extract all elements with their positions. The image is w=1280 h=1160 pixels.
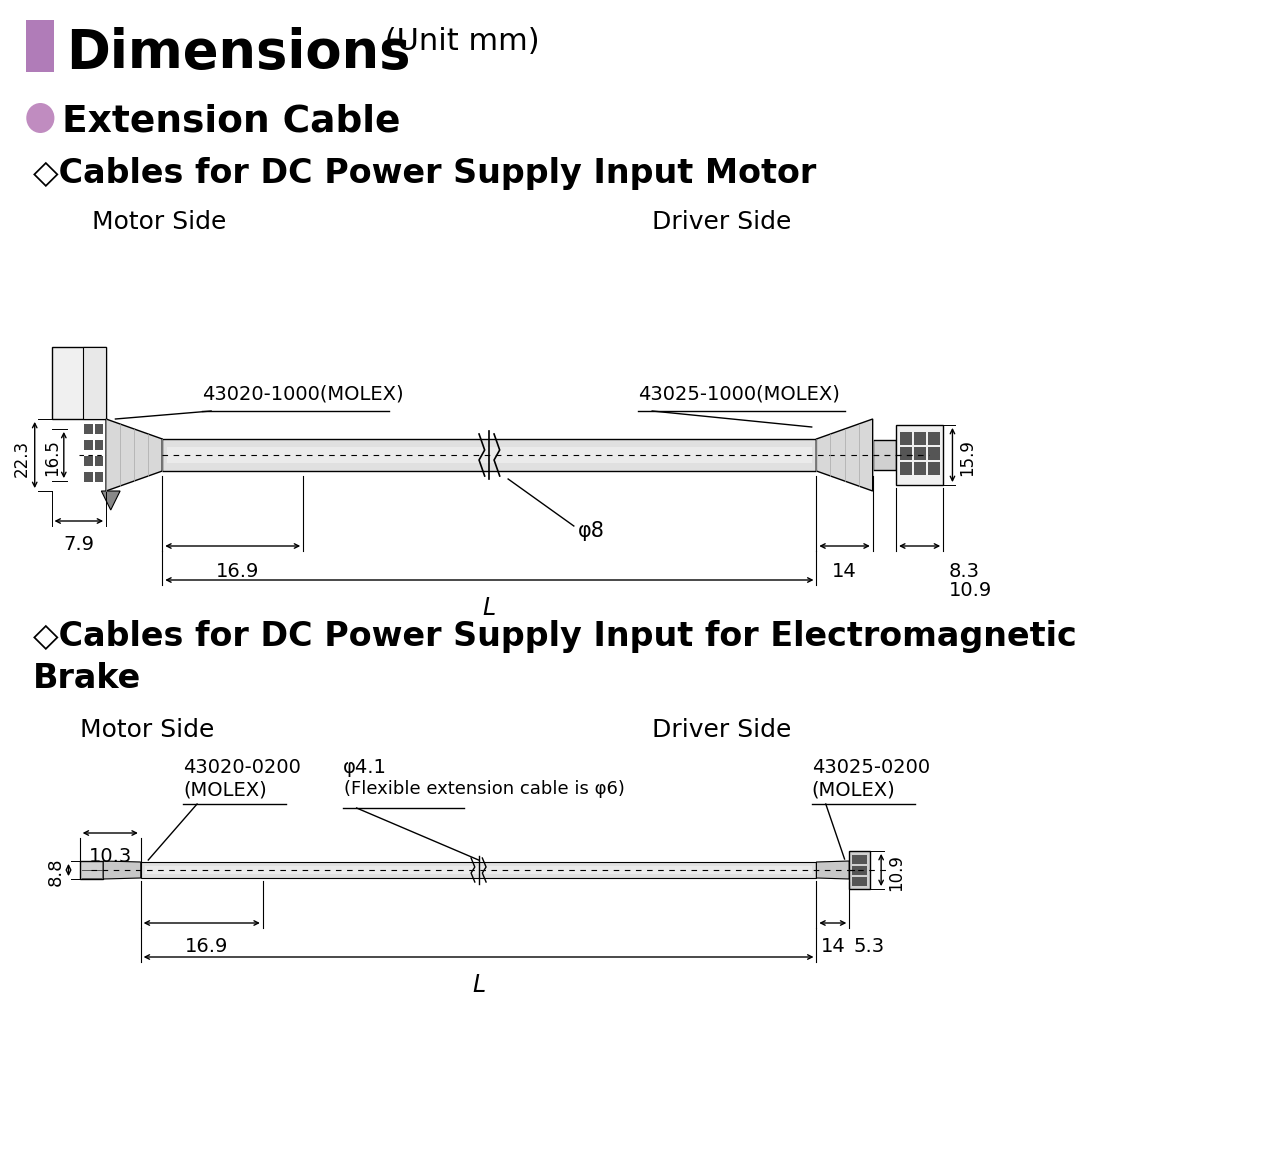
Text: 43020-1000(MOLEX): 43020-1000(MOLEX)	[202, 385, 403, 404]
Text: 7.9: 7.9	[63, 535, 95, 554]
Bar	[900, 462, 913, 474]
Bar	[141, 862, 817, 878]
Bar	[928, 462, 941, 474]
Bar	[914, 432, 927, 445]
Text: 10.9: 10.9	[948, 581, 992, 600]
Text: 16.5: 16.5	[44, 440, 61, 477]
Text: 43025-0200: 43025-0200	[812, 757, 929, 777]
Polygon shape	[101, 491, 120, 510]
Text: ◇Cables for DC Power Supply Input for Electromagnetic: ◇Cables for DC Power Supply Input for El…	[33, 619, 1076, 653]
Bar	[900, 432, 913, 445]
Bar	[873, 440, 896, 470]
Bar	[896, 425, 943, 485]
Text: 8.3: 8.3	[948, 561, 979, 581]
Text: φ8: φ8	[577, 521, 604, 541]
Ellipse shape	[27, 103, 55, 133]
Polygon shape	[817, 861, 849, 879]
Bar	[27, 20, 55, 72]
Text: (MOLEX): (MOLEX)	[183, 780, 266, 799]
Polygon shape	[104, 861, 141, 879]
Bar	[852, 867, 867, 875]
Text: 14: 14	[832, 561, 856, 581]
Text: 14: 14	[820, 937, 845, 956]
Bar	[852, 855, 867, 864]
Polygon shape	[106, 419, 163, 491]
Text: L: L	[483, 596, 495, 619]
Text: 5.3: 5.3	[854, 937, 884, 956]
Text: Extension Cable: Extension Cable	[61, 104, 401, 140]
Bar	[166, 447, 812, 463]
Bar	[928, 432, 941, 445]
Bar	[914, 462, 927, 474]
Bar	[95, 456, 104, 466]
Text: (Flexible extension cable is φ6): (Flexible extension cable is φ6)	[344, 780, 625, 798]
Text: Motor Side: Motor Side	[92, 210, 227, 234]
Polygon shape	[817, 419, 873, 491]
Text: (Unit mm): (Unit mm)	[375, 27, 540, 56]
Bar	[83, 347, 106, 419]
Text: 8.8: 8.8	[47, 857, 65, 886]
Text: 15.9: 15.9	[959, 440, 977, 477]
Text: Dimensions: Dimensions	[65, 27, 410, 79]
Text: Brake: Brake	[33, 662, 141, 695]
Bar	[163, 438, 817, 471]
Bar	[95, 472, 104, 483]
Bar	[849, 851, 870, 889]
Text: 10.9: 10.9	[887, 855, 905, 891]
Bar	[84, 472, 93, 483]
Text: 16.9: 16.9	[184, 937, 228, 956]
Text: (MOLEX): (MOLEX)	[812, 780, 896, 799]
Text: 10.3: 10.3	[88, 847, 132, 867]
Bar	[95, 440, 104, 450]
Text: Driver Side: Driver Side	[653, 210, 791, 234]
Text: 22.3: 22.3	[13, 440, 31, 477]
Bar	[84, 440, 93, 450]
Bar	[146, 867, 812, 873]
Text: Motor Side: Motor Side	[79, 718, 214, 742]
Bar	[900, 447, 913, 461]
Bar	[914, 447, 927, 461]
Bar	[928, 447, 941, 461]
Bar	[95, 425, 104, 434]
Text: L: L	[472, 973, 485, 996]
Bar	[79, 861, 104, 879]
Text: Driver Side: Driver Side	[653, 718, 791, 742]
Text: ◇Cables for DC Power Supply Input Motor: ◇Cables for DC Power Supply Input Motor	[33, 157, 817, 190]
Text: 16.9: 16.9	[216, 561, 259, 581]
Bar	[84, 425, 93, 434]
Bar	[51, 347, 106, 419]
Text: 43025-1000(MOLEX): 43025-1000(MOLEX)	[639, 385, 840, 404]
Text: φ4.1: φ4.1	[343, 757, 387, 777]
Text: 43020-0200: 43020-0200	[183, 757, 301, 777]
Bar	[852, 877, 867, 886]
Bar	[84, 456, 93, 466]
